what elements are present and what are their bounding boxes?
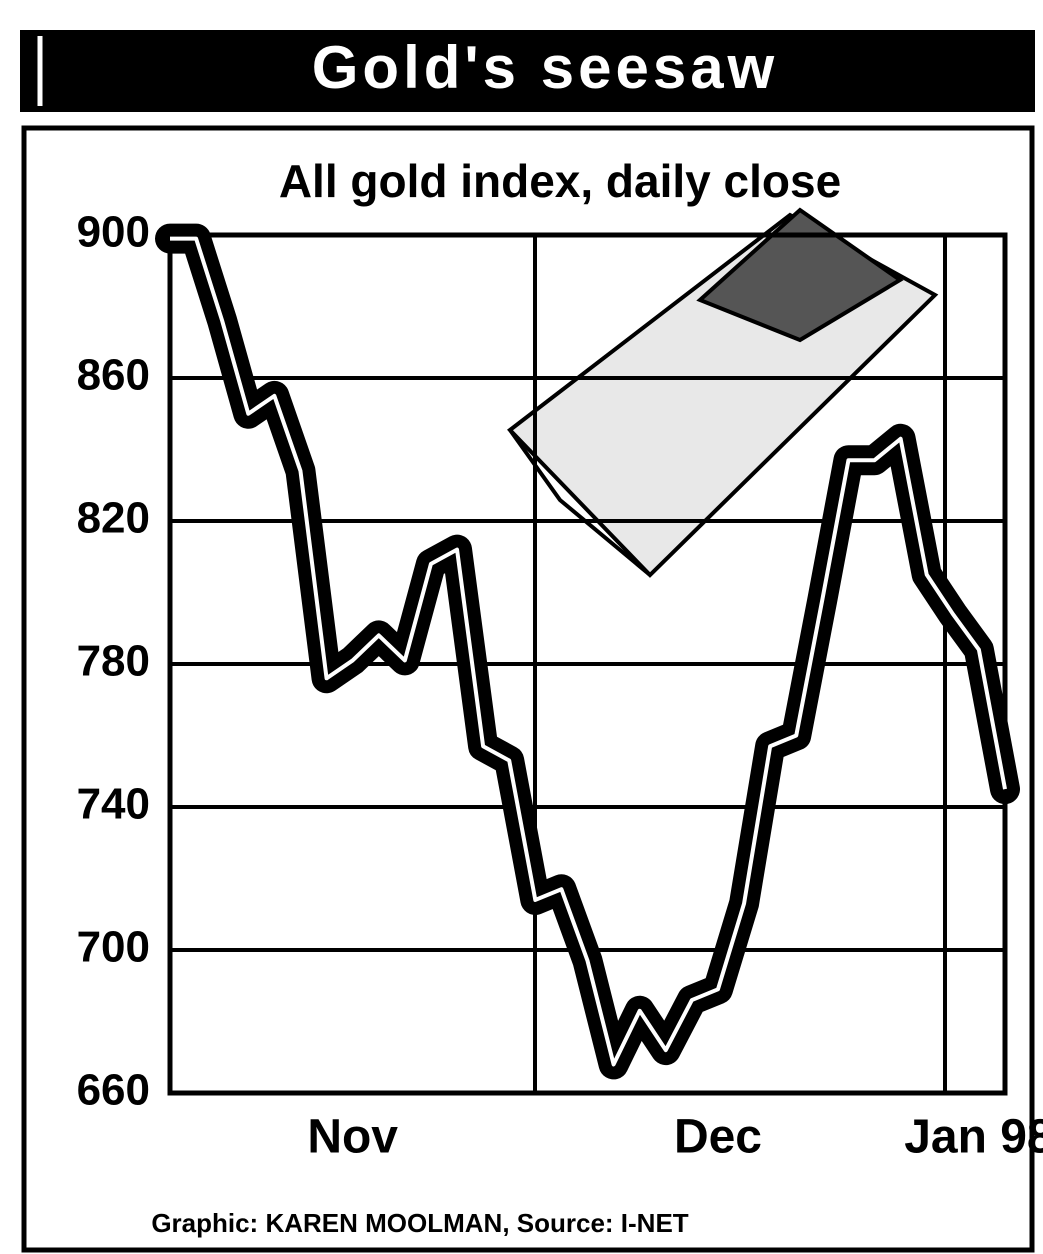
x-tick-label: Dec <box>674 1111 762 1164</box>
header-bar <box>20 30 1035 112</box>
y-tick-label: 660 <box>77 1066 150 1115</box>
y-tick-label: 740 <box>77 780 150 829</box>
gold-bar-illustration <box>507 207 939 578</box>
x-tick-label: Jan 98 <box>904 1111 1043 1164</box>
y-tick-label: 700 <box>77 923 150 972</box>
source-note: Graphic: KAREN MOOLMAN, Source: I-NET <box>151 1208 688 1238</box>
y-tick-label: 780 <box>77 637 150 686</box>
x-tick-label: Nov <box>307 1111 398 1164</box>
chart-title: All gold index, daily close <box>279 155 841 207</box>
line-highlight <box>170 236 1007 1067</box>
header-title: Gold's seesaw <box>312 34 778 101</box>
y-tick-label: 900 <box>77 208 150 257</box>
frame <box>21 125 1035 1253</box>
y-tick-label: 820 <box>77 494 150 543</box>
y-tick-label: 860 <box>77 351 150 400</box>
